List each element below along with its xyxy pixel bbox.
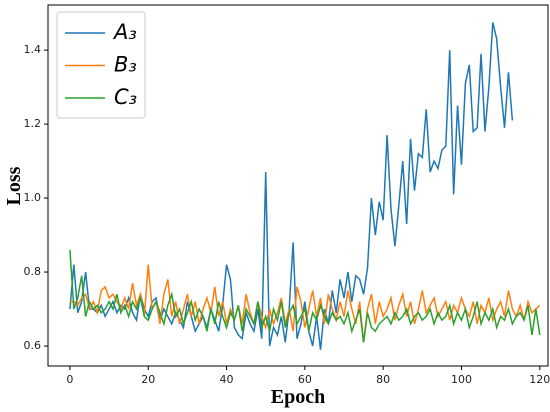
series-line	[69, 249, 541, 343]
x-tick-label: 60	[298, 373, 312, 386]
legend-label: A₃	[112, 20, 137, 44]
y-tick-label: 1.4	[24, 43, 42, 56]
y-axis-label: Loss	[3, 166, 25, 205]
y-tick-label: 0.6	[24, 339, 42, 352]
x-tick-label: 80	[376, 373, 390, 386]
y-tick-label: 1.2	[24, 117, 42, 130]
legend-label: C₃	[114, 85, 137, 109]
y-tick-label: 0.8	[24, 265, 42, 278]
plot-frame	[47, 4, 549, 367]
x-axis-label: Epoch	[271, 386, 325, 408]
x-tick-label: 0	[66, 373, 73, 386]
series-line	[69, 264, 541, 343]
legend-label: B₃	[114, 53, 137, 77]
series-line	[69, 22, 514, 350]
x-tick-label: 120	[529, 373, 550, 386]
x-tick-label: 20	[141, 373, 155, 386]
y-tick-label: 1.0	[24, 191, 42, 204]
x-tick-label: 40	[220, 373, 234, 386]
x-tick-label: 100	[451, 373, 472, 386]
